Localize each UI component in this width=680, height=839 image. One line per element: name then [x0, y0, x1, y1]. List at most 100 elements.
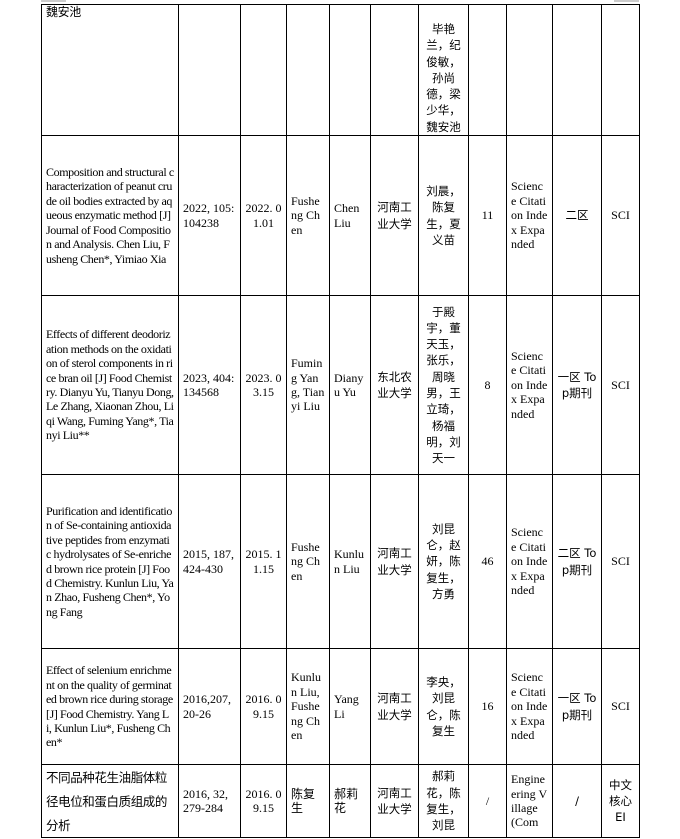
first-author-text: 陈复生: [291, 786, 316, 815]
corresponding-author-cell: [329, 4, 371, 136]
publish-date-text: 2016. 09.15: [245, 692, 282, 721]
institution-cell: 东北农业大学: [370, 295, 419, 475]
authors-cell: 于殿宇，董天玉，张乐，周晓男，王立琦，杨福明，刘天一: [418, 295, 469, 475]
paper-title-cell: 魏安池: [41, 4, 179, 136]
institution-cell: 河南工业大学: [370, 135, 419, 296]
paper-title-text: Effects of different deodorization metho…: [46, 327, 174, 443]
corresponding-author-text: Dianyu Yu: [334, 370, 364, 399]
first-author-text: Fusheng Chen: [291, 193, 321, 237]
index-cell: Science Citation Index Expanded: [506, 474, 553, 649]
index-text: Engineering Village (Com: [511, 772, 548, 830]
volume-pages-cell: [178, 4, 241, 136]
journal-type-cell: 中文核心 EI: [601, 764, 640, 838]
index-cell: Engineering Village (Com: [506, 764, 553, 838]
publish-date-text: 2015. 11.15: [245, 547, 282, 576]
citations-text: 11: [481, 208, 494, 223]
page-edge-left: [41, 0, 66, 2]
institution-text: 东北农业大学: [377, 369, 412, 400]
index-text: Science Citation Index Expanded: [511, 670, 548, 743]
corresponding-author-cell: Dianyu Yu: [329, 295, 371, 475]
journal-zone-text: 一区 Top期刊: [557, 369, 597, 400]
citations-cell: 46: [468, 474, 507, 649]
journal-type-text: SCI: [611, 699, 630, 714]
institution-cell: 河南工业大学: [370, 648, 419, 765]
publish-date-cell: 2022. 01.01: [240, 135, 287, 296]
first-author-cell: Fusheng Chen: [286, 135, 330, 296]
paper-title-cell: Effect of selenium enrichment on the qua…: [41, 648, 179, 765]
paper-title-text: Effect of selenium enrichment on the qua…: [46, 663, 173, 750]
citations-cell: [468, 4, 507, 136]
institution-cell: 河南工业大学: [370, 764, 419, 838]
journal-zone-text: 一区 Top期刊: [557, 691, 597, 722]
journal-type-cell: SCI: [601, 648, 640, 765]
index-cell: Science Citation Index Expanded: [506, 295, 553, 475]
institution-cell: [370, 4, 419, 136]
authors-text: 于殿宇，董天玉，张乐，周晓男，王立琦，杨福明，刘天一: [426, 304, 461, 466]
index-text: Science Citation Index Expanded: [511, 348, 548, 421]
corresponding-author-cell: 郝莉花: [329, 764, 371, 838]
corresponding-author-text: Yang Li: [334, 692, 359, 721]
publish-date-text: 2022. 01.01: [245, 201, 282, 230]
institution-cell: 河南工业大学: [370, 474, 419, 649]
first-author-cell: Fusheng Chen: [286, 474, 330, 649]
publish-date-text: 2023. 03.15: [245, 370, 282, 399]
authors-text: 毕艳兰，纪俊敏，孙尚德，梁少华，魏安池: [426, 21, 461, 134]
citations-text: 8: [484, 377, 491, 392]
index-text: Science Citation Index Expanded: [511, 525, 548, 598]
citations-text: /: [485, 793, 490, 808]
index-text: Science Citation Index Expanded: [511, 179, 548, 252]
citations-text: 46: [481, 554, 494, 569]
authors-cell: 刘昆仑，赵妍，陈复生，方勇: [418, 474, 469, 649]
journal-zone-text: 二区 Top期刊: [557, 546, 597, 577]
journal-zone-cell: 一区 Top期刊: [552, 295, 602, 475]
volume-pages-cell: 2015, 187, 424-430: [178, 474, 241, 649]
citations-cell: 8: [468, 295, 507, 475]
first-author-cell: [286, 4, 330, 136]
institution-text: 河南工业大学: [377, 785, 412, 816]
institution-text: 河南工业大学: [377, 546, 412, 577]
journal-type-text: SCI: [611, 377, 630, 392]
paper-title-cell: 不同品种花生油脂体粒径电位和蛋白质组成的分析: [41, 764, 179, 838]
publication-table: 魏安池 毕艳兰，纪俊敏，孙尚德，梁少华，魏安池 Composition and st…: [41, 4, 640, 838]
paper-title-text: 不同品种花生油脂体粒径电位和蛋白质组成的分析: [46, 770, 168, 833]
corresponding-author-cell: Yang Li: [329, 648, 371, 765]
journal-type-cell: SCI: [601, 135, 640, 296]
paper-title-cell: Purification and identification of Se-co…: [41, 474, 179, 649]
journal-zone-cell: 二区: [552, 135, 602, 296]
first-author-text: Fusheng Chen: [291, 539, 321, 583]
volume-pages-text: 2023, 404: 134568: [183, 370, 235, 399]
institution-text: 河南工业大学: [377, 691, 412, 722]
volume-pages-cell: 2023, 404: 134568: [178, 295, 241, 475]
publish-date-cell: 2023. 03.15: [240, 295, 287, 475]
authors-cell: 刘晨，陈复生，夏义苗: [418, 135, 469, 296]
corresponding-author-text: Kunlun Liu: [334, 547, 364, 576]
journal-zone-text: 二区: [565, 208, 589, 223]
paper-title-text: Purification and identification of Se-co…: [46, 503, 174, 619]
institution-text: 河南工业大学: [377, 200, 412, 231]
index-cell: Science Citation Index Expanded: [506, 648, 553, 765]
first-author-text: Kunlun Liu, Fusheng Chen: [291, 670, 321, 743]
publish-date-text: 2016. 09.15: [245, 786, 282, 815]
journal-type-cell: SCI: [601, 295, 640, 475]
journal-type-cell: SCI: [601, 474, 640, 649]
table-row: Effects of different deodorization metho…: [41, 295, 640, 475]
first-author-cell: Kunlun Liu, Fusheng Chen: [286, 648, 330, 765]
paper-title-cell: Effects of different deodorization metho…: [41, 295, 179, 475]
journal-type-text: SCI: [611, 554, 630, 569]
page-edge-right: [614, 0, 639, 2]
authors-text: 李央，刘昆仑，陈复生: [426, 674, 461, 738]
journal-type-text: SCI: [611, 208, 630, 223]
journal-zone-cell: /: [552, 764, 602, 838]
journal-zone-cell: 一区 Top期刊: [552, 648, 602, 765]
volume-pages-cell: 2022, 105: 104238: [178, 135, 241, 296]
volume-pages-text: 2016,207,20-26: [183, 692, 231, 721]
volume-pages-text: 2016, 32, 279-284: [183, 786, 228, 815]
paper-title-cell: Composition and structural characterizat…: [41, 135, 179, 296]
corresponding-author-text: Chen Liu: [334, 201, 360, 230]
volume-pages-text: 2015, 187, 424-430: [183, 547, 234, 576]
citations-text: 16: [481, 699, 494, 714]
first-author-cell: 陈复生: [286, 764, 330, 838]
volume-pages-cell: 2016, 32, 279-284: [178, 764, 241, 838]
citations-cell: 16: [468, 648, 507, 765]
citations-cell: 11: [468, 135, 507, 296]
